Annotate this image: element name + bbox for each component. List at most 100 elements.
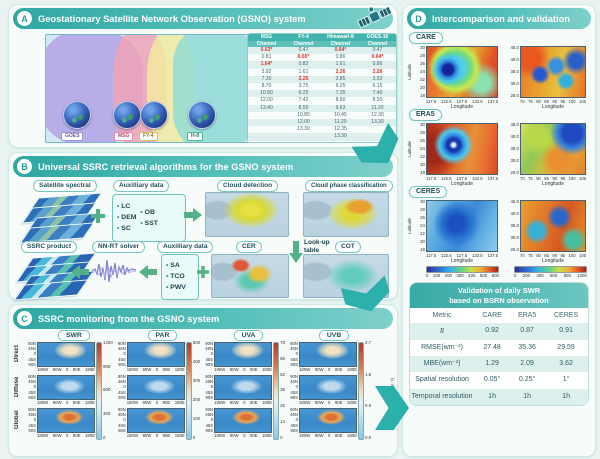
map-unit-left-care: 30 28 26 24 22 20 18 117.5 122.5 127.5 132.5 137.5 L… <box>414 45 498 112</box>
channel-value: 12.30 <box>371 111 384 118</box>
mini-map-swr-diffuse: 90N 45N 0 45S 90S 180W 90W 0 90E 180E <box>25 374 95 408</box>
y-tick: 30 <box>420 122 425 127</box>
mini-map-uva-direct: 90N 45N 0 45S 90S 180W 90W 0 90E 180E <box>202 341 273 375</box>
x-tick: 80 <box>536 253 541 258</box>
x-tick: 180W <box>37 400 49 405</box>
x-tick: 90E <box>162 400 171 405</box>
channel-row: 10.80 6.25 7.35 7.40 <box>248 90 396 98</box>
cer-map <box>211 254 289 298</box>
y-tick: 45S <box>290 389 298 395</box>
label-ssrc-product: SSRC product <box>21 241 78 253</box>
channel-value: 0.47 <box>298 47 309 53</box>
section-label-care: CARE <box>409 32 443 44</box>
x-tick: 90E <box>334 433 343 438</box>
colorbar-tick: 300 <box>103 410 111 416</box>
x-tick: 0 <box>327 433 331 438</box>
globe-icon <box>188 101 216 129</box>
colorbar-ticks: 500 400 300 200 100 0 <box>193 340 200 440</box>
x-tick: 180W <box>214 367 226 372</box>
colorbar-ticks: 1200 900 600 300 0 <box>103 340 113 440</box>
y-axis-ticks: 30 28 26 24 22 20 18 <box>414 199 426 252</box>
x-tick: 180W <box>37 367 49 372</box>
channel-table: MSG Channel FY-4 Channel Himawari-8 Channel GO… <box>247 33 397 143</box>
latitude-axis-label: Latitude <box>407 64 412 81</box>
x-tick: 180E <box>174 433 185 438</box>
aux-item: OB <box>140 209 158 217</box>
x-tick: 90E <box>162 367 171 372</box>
channel-value: 8.50 <box>372 97 383 104</box>
y-tick: 90S <box>28 361 36 367</box>
y-tick: 20 <box>420 238 425 244</box>
map-unit-right-ceres: 45.0 40.0 35.0 30.0 25.0 70 75 80 85 90 95 100 105 Lo… <box>504 199 586 266</box>
channel-value: 2.26 <box>335 68 346 75</box>
channel-column-subheader: Channel <box>322 40 359 47</box>
x-tick: 0 <box>65 367 69 372</box>
colorbar-tick: 0 <box>280 434 283 440</box>
y-tick: 45S <box>205 389 214 395</box>
y-tick: 45N <box>205 346 214 352</box>
x-tick: 180E <box>346 367 357 372</box>
y-tick: 90N <box>117 407 126 412</box>
y-tick: 35.0 <box>510 68 519 74</box>
globe-label-msg: MSG <box>114 132 134 141</box>
y-tick: 90S <box>205 361 214 367</box>
x-tick: 122.5 <box>441 176 452 181</box>
y-tick: 90S <box>290 394 298 400</box>
x-tick: 180E <box>262 400 273 405</box>
mini-map-uvb-direct: 90N 45N 0 45S 90S 180W 90W 0 90E 180E <box>287 341 357 375</box>
y-axis-ticks: 90N 45N 0 45S 90S <box>25 341 37 367</box>
metric-value: 1h <box>562 392 570 400</box>
row-label-diffuse: Diffuse <box>14 376 20 397</box>
y-tick: 0 <box>210 384 214 390</box>
panel-b-title: Universal SSRC retrieval algorithms for … <box>38 161 294 172</box>
map-unit-right-care: 45.0 40.0 35.0 30.0 25.0 70 75 80 85 90 95 100 105 Lo… <box>504 45 586 112</box>
y-axis-ticks: 90N 45N 0 45S 90S <box>115 374 127 400</box>
metric-name: Temporal resolution <box>411 392 473 400</box>
y-tick: 22 <box>420 153 425 159</box>
channel-value: 7.42 <box>298 97 309 104</box>
y-tick: 90S <box>118 394 126 400</box>
aux-item: SST <box>140 220 158 228</box>
x-tick: 85 <box>544 99 549 104</box>
section-maps-era5: Latitude 30 28 26 24 22 20 18 117.5 122.5 127.5 132… <box>407 122 591 189</box>
x-tick: 180W <box>37 433 49 438</box>
channel-value: 9.63 <box>335 104 346 111</box>
x-tick: 127.5 <box>456 253 468 258</box>
y-axis-ticks: 90N 45N 0 45S 90S <box>287 374 299 400</box>
metric-value: 0.25° <box>518 376 536 384</box>
y-tick: 18 <box>420 92 425 98</box>
globe-icon <box>63 101 91 129</box>
mini-map-par-direct: 90N 45N 0 45S 90S 180W 90W 0 90E 180E <box>115 341 185 375</box>
channel-value: 8.55 <box>298 104 309 111</box>
map-canvas <box>214 408 273 433</box>
y-tick: 0 <box>295 417 298 423</box>
x-tick: 0 <box>155 400 159 405</box>
x-tick: 122.5 <box>441 99 452 104</box>
colorbar-tick: 0.9 <box>365 403 372 409</box>
x-tick: 105 <box>578 253 586 258</box>
channel-column-header: GOES-16 Channel <box>359 34 396 47</box>
panel-d-header: D Intercomparison and validation <box>407 8 591 29</box>
colorbar-right: 0 200 400 600 800 1000 <box>514 266 587 279</box>
column-maps-uva: 90N 45N 0 45S 90S 180W 90W 0 90E 180E 90N 45N 0 45S 90… <box>202 340 285 441</box>
x-tick: 180E <box>262 367 273 372</box>
x-tick: 180E <box>174 367 185 372</box>
column-maps-uvb: 90N 45N 0 45S 90S 180W 90W 0 90E 180E 90N 45N 0 45S 90… <box>287 340 372 441</box>
y-axis-ticks: 30 28 26 24 22 20 18 <box>414 122 426 175</box>
colorbar-tick: 900 <box>103 363 111 369</box>
y-tick: 22 <box>420 230 425 236</box>
y-tick: 20 <box>420 161 425 167</box>
validation-title-line2: based on BSRN observation <box>449 295 549 305</box>
x-axis-ticks: 180W 90W 0 90E 180E <box>37 400 95 408</box>
colorbar-left-ticks: 0 100 200 300 400 500 600 <box>426 273 499 279</box>
cloud-detection-map <box>205 192 289 237</box>
column-swr: SWR 90N 45N 0 45S 90S 180W 90W 0 90E 180E 90N 45N 0 45… <box>25 330 113 441</box>
validation-table-card: Validation of daily SWR based on BSRN ob… <box>409 282 589 407</box>
column-maps-par: 90N 45N 0 45S 90S 180W 90W 0 90E 180E 90N 45N 0 45S 90… <box>115 340 200 441</box>
channel-row: 12.00 11.20 13.30 <box>248 119 396 127</box>
channel-column-subheader: Channel <box>248 40 285 47</box>
y-tick: 30.0 <box>510 157 519 163</box>
y-tick: 0 <box>123 351 126 357</box>
y-tick: 90N <box>290 374 298 379</box>
map-era5-region1 <box>426 123 498 175</box>
